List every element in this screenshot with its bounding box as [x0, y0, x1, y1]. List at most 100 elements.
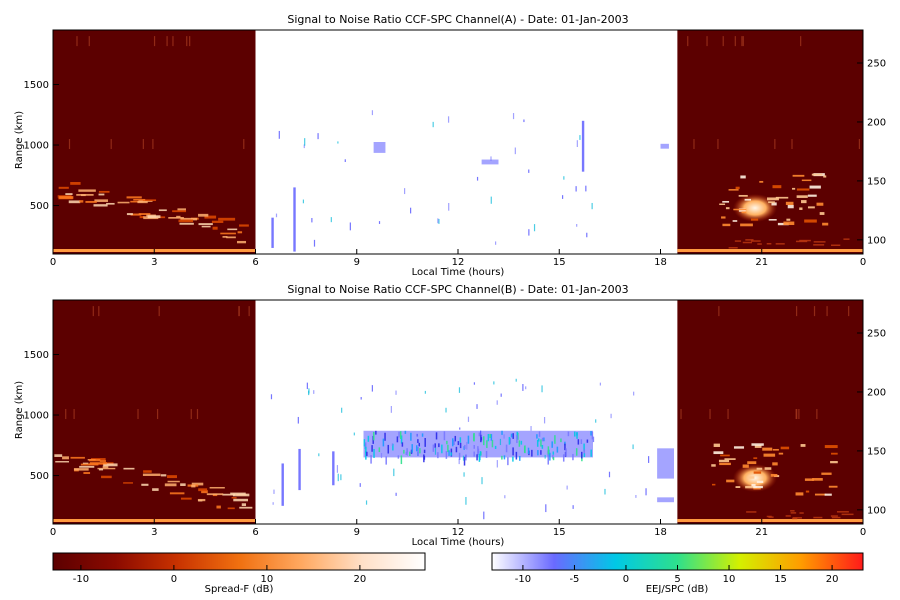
scatter-echo [393, 468, 395, 477]
eej-echo-pixel [419, 448, 421, 454]
spread-f-streak [152, 488, 159, 491]
spread-f-streak [220, 232, 236, 235]
spread-f-streak [142, 199, 157, 202]
eej-echo-pixel [441, 444, 443, 454]
scatter-echo [579, 135, 581, 140]
x-tick-label: 0 [860, 527, 866, 538]
spread-f-streak [778, 452, 784, 455]
spread-f-streak [775, 196, 789, 199]
spread-f-streak [768, 201, 775, 204]
spread-f-streak [126, 213, 133, 216]
noise-streak [65, 409, 67, 420]
right-tick-label: 100 [867, 235, 886, 246]
spread-f-streak [713, 451, 724, 455]
spread-f-streak [177, 208, 186, 211]
scatter-echo [512, 113, 515, 120]
spread-f-streak [744, 198, 752, 201]
eej-echo-pixel [540, 450, 542, 455]
scatter-echo [371, 385, 373, 392]
spread-f-streak [766, 515, 772, 518]
noise-streak [687, 36, 689, 47]
spread-f-streak [775, 243, 785, 245]
eej-echo-pixel [370, 455, 372, 464]
spread-f-streak [823, 175, 827, 178]
spread-f-streak [722, 200, 730, 203]
spread-f-streak [728, 247, 738, 249]
scatter-echo [467, 416, 470, 422]
eej-echo-pixel [371, 445, 373, 452]
spread-f-streak [800, 444, 806, 447]
scatter-echo [563, 176, 565, 180]
scatter-echo [406, 449, 409, 456]
eej-echo-pixel [590, 431, 592, 436]
x-tick-label: 3 [151, 257, 157, 268]
spread-f-streak [712, 483, 716, 486]
colorbar-tick-label: -5 [569, 574, 579, 585]
eej-echo-pixel [516, 435, 518, 444]
scatter-echo [395, 390, 397, 395]
spread-f-streak [796, 188, 810, 191]
spread-f-streak [99, 460, 106, 462]
colorbar-spread-f-label: Spread-F (dB) [205, 584, 274, 595]
spread-f-streak [713, 443, 720, 447]
scatter-echo [591, 202, 593, 210]
eej-echo-pixel [473, 433, 475, 442]
right-tick-label: 250 [867, 329, 886, 340]
spread-f-streak [168, 217, 184, 219]
spread-f-streak [722, 223, 731, 227]
spread-f-streak [792, 517, 802, 519]
scatter-echo [458, 387, 461, 393]
spread-f-streak [241, 503, 247, 507]
colorbar-spread-f-bar [52, 552, 426, 571]
noise-streak [693, 139, 695, 150]
colorbar-tick-label: 15 [774, 574, 787, 585]
scatter-echo [525, 386, 527, 390]
spread-f-streak [735, 186, 740, 190]
eej-echo-pixel [527, 447, 530, 455]
spread-f-streak [790, 510, 795, 512]
scatter-echo [503, 434, 505, 439]
spread-f-streak [201, 225, 211, 228]
spread-f-streak [94, 199, 108, 202]
spread-f-streak [158, 209, 167, 212]
noise-streak [718, 306, 720, 317]
noise-streak [137, 409, 139, 420]
scatter-echo [434, 447, 437, 455]
scatter-echo [424, 390, 426, 394]
eej-echo-segment [293, 187, 296, 252]
eej-echo-pixel [397, 455, 400, 459]
eej-echo-pixel [540, 439, 542, 447]
spread-f-streak [751, 484, 756, 487]
eej-echo-pixel [580, 451, 583, 459]
spread-f-streak [198, 213, 209, 217]
spread-f-streak [748, 476, 755, 479]
scatter-echo [604, 488, 606, 495]
panel-b-plot-area: 0 3 6 9 12 15 18 21 0 500 1000 1500 100 150 200 250 [24, 299, 886, 538]
scatter-echo [608, 471, 611, 478]
spread-f-streak [222, 493, 236, 496]
eej-echo-pixel [583, 449, 586, 454]
eej-echo-pixel [450, 452, 452, 456]
x-tick-label: 21 [755, 257, 768, 268]
spread-f-streak [756, 467, 763, 470]
scatter-echo [330, 217, 332, 223]
spread-f-streak [198, 223, 213, 226]
eej-echo-pixel [591, 431, 594, 440]
eej-echo-pixel [437, 452, 439, 459]
spread-f-streak [239, 506, 253, 509]
spread-f-streak [814, 493, 827, 496]
spread-f-streak [123, 467, 135, 470]
scatter-echo [599, 382, 601, 386]
scatter-echo [514, 147, 516, 155]
scatter-echo [318, 453, 320, 457]
spread-f-streak [720, 454, 730, 457]
noise-streak [791, 139, 793, 150]
spread-f-streak [197, 498, 206, 502]
eej-echo-pixel [452, 438, 454, 447]
eej-echo-pixel [367, 435, 370, 442]
eej-echo-pixel [423, 454, 425, 463]
eej-echo-pixel [467, 435, 470, 444]
eej-echo-pixel [457, 441, 460, 446]
eej-echo-pixel [463, 456, 466, 466]
eej-echo-pixel [551, 441, 553, 448]
